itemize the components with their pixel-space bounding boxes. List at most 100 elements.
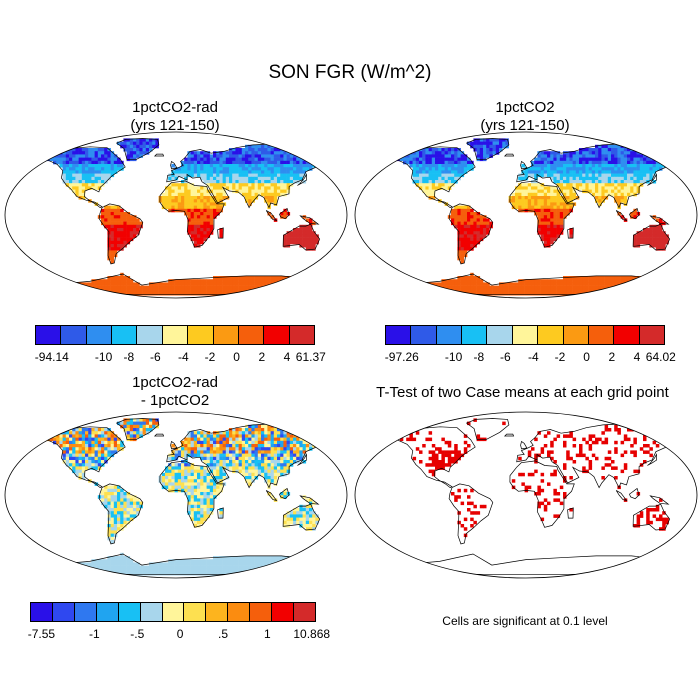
grid-cell bbox=[219, 288, 223, 293]
grid-cell bbox=[422, 186, 426, 190]
grid-cell bbox=[591, 167, 596, 171]
grid-cell bbox=[633, 237, 637, 242]
grid-cell bbox=[473, 292, 477, 296]
grid-cell bbox=[611, 160, 615, 165]
grid-cell bbox=[261, 167, 265, 171]
grid-cell bbox=[289, 279, 294, 283]
grid-cell bbox=[483, 282, 487, 286]
grid-cell bbox=[479, 285, 484, 290]
grid-cell bbox=[486, 138, 490, 142]
grid-cell bbox=[556, 208, 561, 213]
grid-cell bbox=[257, 440, 262, 445]
grid-cell bbox=[633, 164, 637, 168]
grid-cell bbox=[126, 492, 131, 496]
grid-cell bbox=[187, 228, 191, 232]
grid-cell bbox=[222, 463, 227, 467]
grid-cell bbox=[257, 424, 262, 429]
grid-cell bbox=[460, 228, 465, 232]
grid-cell bbox=[101, 492, 105, 496]
grid-cell bbox=[133, 418, 137, 422]
grid-cell bbox=[283, 288, 287, 293]
grid-cell bbox=[209, 288, 214, 293]
grid-cell bbox=[113, 224, 118, 229]
grid-cell bbox=[575, 164, 580, 168]
grid-cell bbox=[165, 285, 169, 290]
grid-cell bbox=[117, 498, 121, 502]
grid-cell bbox=[251, 437, 255, 442]
grid-cell bbox=[133, 495, 137, 499]
grid-cell bbox=[579, 279, 583, 283]
grid-cell bbox=[270, 456, 275, 461]
grid-cell bbox=[168, 208, 172, 213]
grid-cell bbox=[614, 164, 618, 168]
grid-cell bbox=[646, 237, 650, 242]
grid-cell bbox=[88, 292, 92, 296]
grid-cell bbox=[521, 164, 525, 168]
grid-cell bbox=[302, 151, 307, 155]
grid-cell bbox=[248, 279, 252, 283]
grid-cell bbox=[431, 180, 436, 184]
grid-cell bbox=[309, 444, 313, 448]
grid-cell bbox=[129, 231, 134, 235]
grid-cell bbox=[126, 508, 131, 512]
grid-cell bbox=[431, 170, 436, 174]
grid-cell bbox=[88, 154, 92, 158]
grid-cell bbox=[636, 170, 641, 174]
grid-cell bbox=[69, 292, 73, 296]
grid-cell bbox=[81, 189, 86, 194]
grid-cell bbox=[309, 234, 313, 238]
grid-cell bbox=[85, 173, 89, 178]
grid-cell bbox=[393, 151, 397, 155]
grid-cell bbox=[184, 183, 188, 187]
grid-cell bbox=[75, 167, 79, 171]
grid-cell bbox=[200, 176, 204, 181]
grid-cell bbox=[110, 279, 115, 283]
grid-cell bbox=[547, 157, 551, 162]
grid-cell bbox=[604, 282, 609, 286]
grid-cell bbox=[591, 164, 596, 168]
grid-cell bbox=[193, 224, 198, 229]
grid-cell bbox=[470, 276, 474, 280]
grid-cell bbox=[566, 282, 570, 286]
grid-cell bbox=[547, 202, 551, 206]
grid-cell bbox=[88, 186, 92, 190]
grid-cell bbox=[248, 482, 252, 486]
grid-cell bbox=[193, 285, 198, 290]
grid-cell bbox=[251, 434, 255, 438]
grid-cell bbox=[328, 154, 332, 158]
grid-cell bbox=[193, 240, 198, 245]
grid-cell bbox=[318, 434, 323, 438]
grid-cell bbox=[33, 282, 38, 286]
grid-cell bbox=[197, 498, 201, 502]
grid-cell bbox=[161, 196, 166, 200]
grid-cell bbox=[444, 279, 449, 283]
grid-cell bbox=[438, 183, 442, 187]
grid-cell bbox=[267, 472, 271, 477]
grid-cell bbox=[241, 472, 246, 477]
grid-cell bbox=[117, 504, 121, 509]
grid-cell bbox=[547, 224, 551, 229]
grid-cell bbox=[312, 524, 316, 528]
grid-cell bbox=[203, 466, 207, 470]
grid-cell bbox=[126, 517, 131, 522]
grid-cell bbox=[117, 167, 121, 171]
grid-cell bbox=[232, 456, 236, 461]
grid-cell bbox=[582, 183, 586, 187]
grid-cell bbox=[190, 199, 195, 203]
grid-cell bbox=[518, 196, 522, 200]
grid-cell bbox=[476, 237, 481, 242]
grid-cell bbox=[200, 215, 204, 219]
grid-cell bbox=[229, 556, 233, 560]
grid-cell bbox=[56, 437, 60, 442]
grid-cell bbox=[222, 180, 227, 184]
grid-cell bbox=[569, 164, 573, 168]
grid-cell bbox=[550, 199, 554, 203]
grid-cell bbox=[270, 479, 275, 483]
grid-cell bbox=[72, 282, 76, 286]
grid-cell bbox=[245, 479, 249, 483]
grid-cell bbox=[273, 176, 278, 181]
grid-cell bbox=[293, 282, 297, 286]
grid-cell bbox=[643, 176, 647, 181]
grid-cell bbox=[101, 154, 105, 158]
grid-cell bbox=[126, 212, 131, 216]
